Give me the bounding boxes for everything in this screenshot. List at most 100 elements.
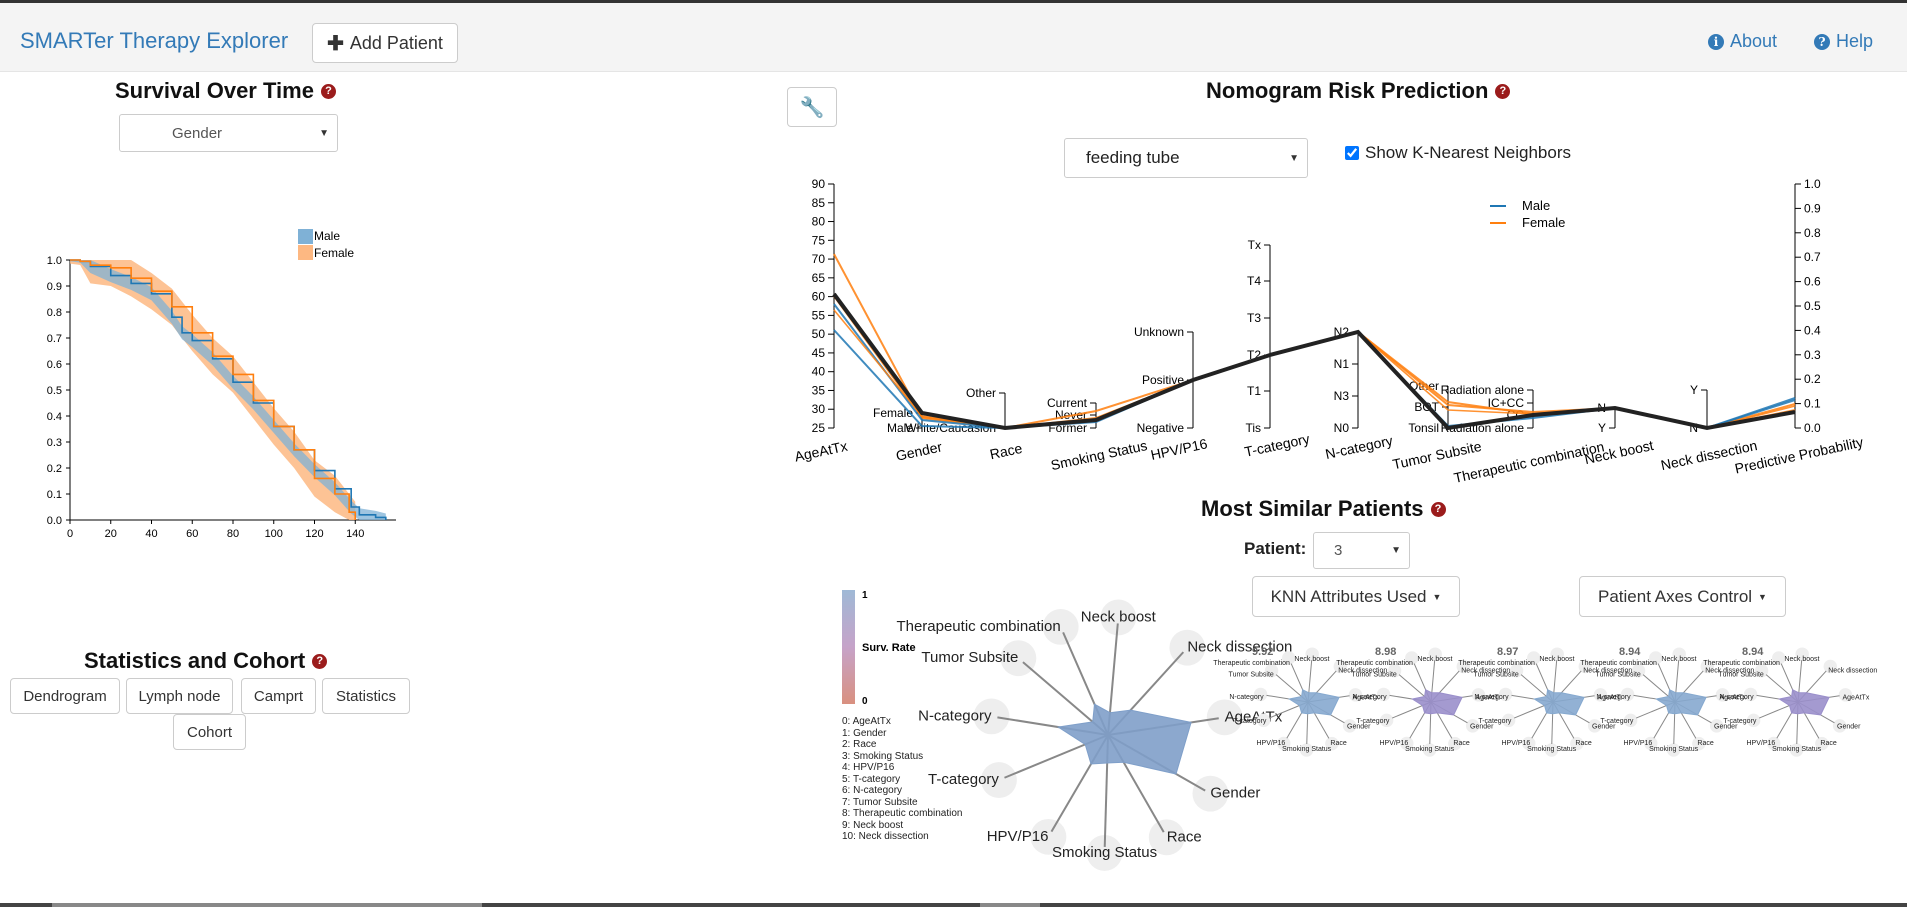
nomo-tick-label: 0.6 (1804, 275, 1821, 289)
radar-label: Neck dissection (1461, 668, 1510, 675)
radar-spoke (1062, 631, 1109, 736)
radar-node (981, 762, 1017, 798)
statistics-button[interactable]: Statistics (322, 678, 410, 714)
radar-node (1000, 640, 1037, 677)
nomo-tick-label: Other (1409, 379, 1439, 393)
survival-group-select[interactable]: Gender ▼ (119, 114, 338, 152)
stats-title: Statistics and Cohort ? (84, 648, 328, 674)
caret-down-icon: ▼ (1432, 591, 1442, 602)
nomo-tick-label: N2 (1334, 325, 1350, 339)
nomo-tick-label: T1 (1247, 384, 1261, 398)
nomo-tick-label: BOT (1414, 400, 1439, 414)
radar-node (1587, 719, 1602, 733)
radar-spoke (1004, 734, 1109, 779)
radar-polygon[interactable] (1777, 688, 1830, 716)
nomo-tick-label: Y (1690, 383, 1698, 397)
x-tick-label: 60 (186, 528, 198, 540)
neighbor-patient-line[interactable] (833, 253, 1796, 430)
neighbor-patient-line[interactable] (833, 295, 1796, 430)
knn-checkbox[interactable] (1345, 146, 1359, 160)
horizontal-scrollbar[interactable] (0, 903, 1907, 907)
radar-node (1192, 775, 1229, 812)
radar-node (1715, 688, 1730, 702)
patient-axes-control-button[interactable]: Patient Axes Control ▼ (1579, 576, 1786, 617)
radar-spoke (1674, 670, 1704, 703)
radar-node (1400, 736, 1414, 751)
radar-node (1709, 719, 1724, 733)
nomo-axis-label: Race (988, 440, 1024, 462)
app-title[interactable]: SMARTer Therapy Explorer (20, 28, 289, 53)
y-tick-label: 0.4 (47, 411, 62, 423)
radar-spoke (1552, 660, 1558, 703)
add-patient-button[interactable]: ✚ Add Patient (312, 23, 458, 63)
stats-title-text: Statistics and Cohort (84, 648, 306, 673)
nomo-tick-label: T3 (1247, 311, 1261, 325)
nomo-axis-label: Tumor Subsite (1391, 438, 1483, 473)
radar-label: Race (1453, 740, 1469, 747)
neighbor-patient-line[interactable] (833, 309, 1796, 429)
settings-wrench-button[interactable]: 🔧 (787, 87, 837, 127)
female-confidence-band (70, 260, 356, 520)
radar-node (1387, 664, 1402, 678)
x-tick-label: 140 (346, 528, 364, 540)
radar-label: Smoking Status (1649, 746, 1699, 753)
radar-node (1348, 688, 1363, 702)
dendrogram-button[interactable]: Dendrogram (10, 678, 120, 714)
nomo-axis-label: Neck boost (1583, 437, 1655, 467)
help-link[interactable]: ? Help (1814, 31, 1873, 52)
nomo-tick-label: T2 (1247, 348, 1261, 362)
survival-help-icon[interactable]: ? (320, 83, 336, 99)
radar-label: Smoking Status (1527, 746, 1577, 753)
similar-help-icon[interactable]: ? (1430, 501, 1446, 517)
y-tick-label: 0.3 (47, 437, 62, 449)
radar-polygon[interactable] (1287, 688, 1340, 716)
similar-title: Most Similar Patients ? (1201, 496, 1446, 522)
neighbor-patient-line[interactable] (833, 329, 1796, 430)
radar-label: AgeAtTx (1225, 708, 1283, 725)
cohort-button[interactable]: Cohort (173, 714, 246, 750)
lymph-node-button[interactable]: Lymph node (126, 678, 233, 714)
nomo-axis-label: N-category (1324, 432, 1394, 462)
stats-help-icon[interactable]: ? (312, 653, 328, 669)
patient-select[interactable]: 3 ▼ (1313, 532, 1410, 569)
radar-label: Tumor Subsite (1474, 672, 1519, 679)
radar-polygon[interactable] (1056, 703, 1192, 775)
radar-spoke (1535, 663, 1554, 703)
radar-polygon[interactable] (1654, 688, 1707, 716)
radar-spoke (1430, 660, 1436, 703)
selected-patient-line[interactable] (832, 292, 1796, 431)
radar-label: Neck boost (1661, 656, 1696, 663)
radar-label: Therapeutic combination (1703, 660, 1780, 667)
camprt-button[interactable]: Camprt (241, 678, 316, 714)
radar-node (1823, 659, 1838, 674)
radar-spoke (1797, 701, 1820, 739)
nomo-tick-label: Male (887, 421, 913, 435)
radar-node (1042, 608, 1079, 645)
nomo-tick-label: Positive (1142, 373, 1184, 387)
scrollbar-thumb-secondary[interactable] (980, 903, 1040, 907)
radar-spoke (1776, 701, 1799, 739)
radar-node (1206, 699, 1243, 736)
outcome-select[interactable]: feeding tube ▼ (1064, 138, 1308, 178)
about-link[interactable]: i About (1708, 31, 1777, 52)
surv-scale-max: 1 (862, 590, 868, 601)
nomogram-help-icon[interactable]: ? (1495, 83, 1511, 99)
radar-spoke (1413, 663, 1432, 703)
radar-polygon[interactable] (1410, 688, 1463, 716)
knn-attributes-button[interactable]: KNN Attributes Used ▼ (1252, 576, 1460, 617)
nomo-tick-label: Negative (1137, 421, 1185, 435)
radar-polygon[interactable] (1532, 688, 1585, 716)
y-tick-label: 0.7 (47, 333, 62, 345)
knn-toggle[interactable]: Show K-Nearest Neighbors (1345, 143, 1571, 163)
radar-spoke (1552, 695, 1595, 703)
scrollbar-thumb[interactable] (52, 903, 482, 907)
chevron-down-icon: ▼ (1289, 152, 1299, 164)
nomo-tick-label: 0.0 (1804, 421, 1821, 435)
radar-node (1256, 713, 1271, 728)
neighbor-patient-line[interactable] (833, 303, 1796, 430)
